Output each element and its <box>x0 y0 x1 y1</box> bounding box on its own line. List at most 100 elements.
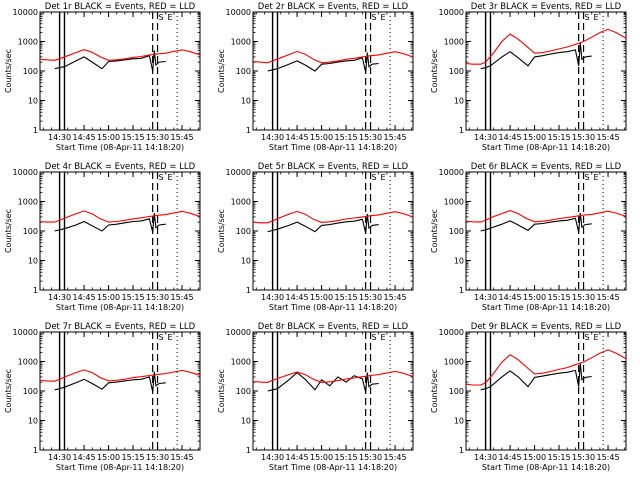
chart-title: Det 7r BLACK = Events, RED = LLD <box>45 322 196 332</box>
y-tick-label: 1000 <box>231 198 251 207</box>
x-tick-label: 14:30 <box>48 453 71 462</box>
y-axis-label: Counts/sec <box>217 49 226 93</box>
y-tick-label: 10 <box>241 417 251 426</box>
marker-label-e: E <box>594 333 599 342</box>
marker-label-e: E <box>168 333 173 342</box>
chart-title: Det 4r BLACK = Events, RED = LLD <box>45 162 196 172</box>
x-tick-label: 15:00 <box>97 453 120 462</box>
y-axis-label: Counts/sec <box>217 209 226 253</box>
lld-series-line <box>252 370 414 383</box>
y-tick-label: 1000 <box>231 38 251 47</box>
x-axis-label: Start Time (08-Apr-11 14:18:20) <box>482 463 610 472</box>
y-tick-label: 1000 <box>444 358 464 367</box>
x-tick-label: 14:45 <box>73 453 96 462</box>
y-tick-label: 10 <box>28 417 38 426</box>
lld-series-line <box>465 349 627 386</box>
y-tick-label: 100 <box>236 227 251 236</box>
x-tick-label: 14:45 <box>499 133 522 142</box>
x-tick-label: 15:45 <box>597 293 620 302</box>
x-tick-label: 14:45 <box>73 133 96 142</box>
y-tick-label: 100 <box>449 387 464 396</box>
marker-label-e: E <box>594 173 599 182</box>
y-tick-label: 100 <box>23 67 38 76</box>
y-tick-label: 10 <box>28 97 38 106</box>
y-tick-label: 10 <box>454 417 464 426</box>
x-tick-label: 15:30 <box>359 453 382 462</box>
x-axis-label: Start Time (08-Apr-11 14:18:20) <box>269 303 397 312</box>
x-tick-label: 15:45 <box>597 133 620 142</box>
y-tick-label: 1000 <box>18 358 38 367</box>
x-tick-label: 14:45 <box>286 293 309 302</box>
y-tick-label: 10 <box>454 257 464 266</box>
chart-panel-3: Det 3r BLACK = Events, RED = LLD 1 10 100 10… <box>430 2 627 152</box>
marker-label-e: E <box>381 333 386 342</box>
x-tick-label: 15:00 <box>310 453 333 462</box>
x-tick-label: 15:30 <box>146 293 169 302</box>
x-tick-label: 14:30 <box>474 133 497 142</box>
y-axis-label: Counts/sec <box>4 49 13 93</box>
x-tick-label: 15:45 <box>171 453 194 462</box>
y-tick-label: 1 <box>459 286 464 295</box>
x-tick-label: 15:00 <box>310 133 333 142</box>
marker-label-s: S <box>159 333 164 342</box>
chart-title: Det 1r BLACK = Events, RED = LLD <box>45 2 196 12</box>
chart-title: Det 5r BLACK = Events, RED = LLD <box>258 162 409 172</box>
chart-panel-9: Det 9r BLACK = Events, RED = LLD 1 10 100 10… <box>430 322 627 472</box>
x-tick-label: 15:45 <box>171 293 194 302</box>
x-tick-label: 15:00 <box>523 453 546 462</box>
chart-panel-2: Det 2r BLACK = Events, RED = LLD 1 10 100 10… <box>217 2 414 152</box>
x-tick-label: 14:30 <box>261 453 284 462</box>
x-tick-label: 15:00 <box>97 293 120 302</box>
x-tick-label: 15:15 <box>548 293 571 302</box>
chart-panel-7: Det 7r BLACK = Events, RED = LLD 1 10 100 10… <box>4 322 201 472</box>
x-tick-label: 15:30 <box>572 453 595 462</box>
x-tick-label: 14:45 <box>499 293 522 302</box>
y-tick-label: 10000 <box>13 328 38 337</box>
y-tick-label: 10 <box>241 257 251 266</box>
marker-label-s: S <box>372 333 377 342</box>
x-tick-label: 15:15 <box>335 293 358 302</box>
y-tick-label: 1000 <box>18 198 38 207</box>
lld-series-line <box>465 210 627 223</box>
lld-series-line <box>39 49 201 61</box>
events-series-line <box>54 50 166 72</box>
x-tick-label: 15:00 <box>310 293 333 302</box>
chart-title: Det 9r BLACK = Events, RED = LLD <box>471 322 622 332</box>
events-series-line <box>54 371 166 392</box>
y-tick-label: 1 <box>33 286 38 295</box>
y-tick-label: 1000 <box>444 198 464 207</box>
x-tick-label: 14:30 <box>261 133 284 142</box>
marker-label-s: S <box>159 13 164 22</box>
x-tick-label: 14:30 <box>48 293 71 302</box>
y-axis-label: Counts/sec <box>217 369 226 413</box>
events-series-line <box>480 42 592 70</box>
y-tick-label: 100 <box>23 227 38 236</box>
y-tick-label: 10 <box>28 257 38 266</box>
x-axis-label: Start Time (08-Apr-11 14:18:20) <box>482 143 610 152</box>
y-tick-label: 10 <box>454 97 464 106</box>
y-tick-label: 10000 <box>226 328 251 337</box>
x-tick-label: 15:15 <box>335 133 358 142</box>
marker-label-s: S <box>372 13 377 22</box>
x-tick-label: 14:30 <box>474 453 497 462</box>
x-tick-label: 15:45 <box>384 133 407 142</box>
y-axis-label: Counts/sec <box>4 209 13 253</box>
y-tick-label: 100 <box>236 67 251 76</box>
x-tick-label: 15:45 <box>171 133 194 142</box>
marker-label-e: E <box>594 13 599 22</box>
x-tick-label: 15:15 <box>548 133 571 142</box>
y-tick-label: 1000 <box>18 38 38 47</box>
y-tick-label: 10 <box>241 97 251 106</box>
y-tick-label: 1000 <box>444 38 464 47</box>
y-tick-label: 100 <box>23 387 38 396</box>
lld-series-line <box>39 210 201 223</box>
y-tick-label: 10000 <box>439 168 464 177</box>
y-tick-label: 1 <box>33 446 38 455</box>
x-tick-label: 15:30 <box>359 133 382 142</box>
lld-series-line <box>465 28 627 65</box>
y-tick-label: 100 <box>449 227 464 236</box>
y-axis-label: Counts/sec <box>430 209 439 253</box>
chart-panel-8: Det 8r BLACK = Events, RED = LLD 1 10 100 10… <box>217 322 414 472</box>
x-axis-label: Start Time (08-Apr-11 14:18:20) <box>56 143 184 152</box>
x-axis-label: Start Time (08-Apr-11 14:18:20) <box>269 463 397 472</box>
